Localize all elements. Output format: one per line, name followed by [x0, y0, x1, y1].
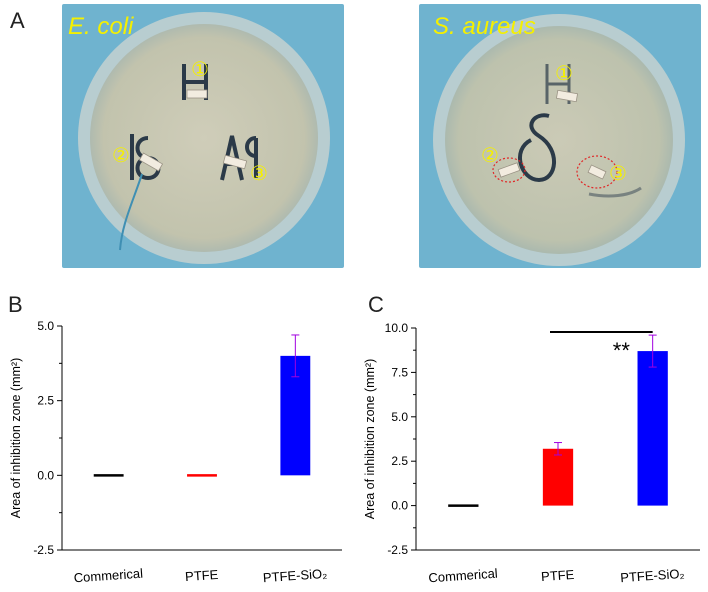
y-tick-label: 5.0: [37, 319, 54, 333]
sample-strip-1: [186, 89, 208, 99]
y-tick-label: 5.0: [391, 410, 408, 424]
panel-label-c: C: [368, 292, 384, 317]
sample-marker-2: ②: [112, 145, 130, 167]
x-tick-label: PTFE-SiO₂: [262, 566, 327, 585]
y-tick-label: -2.5: [387, 543, 408, 557]
significance-label: **: [613, 338, 631, 363]
petri-dish-photo-ecoli: E. coli ① ② ③: [62, 4, 344, 268]
bar-chart-saureus: -2.5 0.0 2.5 5.0 7.5 10.0 Area of inhibition z…: [363, 321, 700, 586]
agar-surface: [445, 26, 673, 254]
sample-marker-1: ①: [191, 59, 209, 81]
panel-label-a: A: [10, 8, 25, 33]
y-axis-label: Area of inhibition zone (mm²): [9, 358, 23, 518]
agar-surface: [90, 24, 318, 252]
bar-2: [187, 474, 217, 477]
marker-streak: [119, 173, 143, 251]
y-tick-label: 0.0: [37, 468, 54, 482]
x-tick-label: Commerical: [73, 566, 143, 586]
inhibition-zone-3: [576, 155, 618, 189]
y-tick-label: 2.5: [37, 394, 54, 408]
marker-writing: [518, 113, 556, 183]
bar-1: [448, 504, 479, 507]
petri-dish-photo-saureus: S. aureus ① ② ③: [419, 4, 701, 268]
bar-1: [93, 474, 124, 477]
bar-3: [637, 351, 668, 506]
x-tick-label: PTFE: [185, 567, 220, 584]
sample-strip-3: [222, 154, 248, 170]
y-tick-label: 10.0: [385, 321, 409, 335]
y-tick-label: -2.5: [33, 543, 54, 557]
sample-marker-3: ③: [609, 163, 627, 185]
species-label: S. aureus: [433, 13, 536, 40]
sample-marker-1: ①: [555, 63, 573, 85]
panel-label-b: B: [8, 292, 23, 317]
species-label: E. coli: [68, 13, 134, 40]
y-tick-label: 2.5: [391, 454, 408, 468]
sample-strip-1: [555, 89, 579, 103]
sample-strip-2: [138, 152, 164, 172]
sample-marker-2: ②: [481, 145, 499, 167]
y-tick-label: 0.0: [391, 499, 408, 513]
x-tick-label: PTFE-SiO₂: [620, 566, 685, 585]
y-tick-label: 7.5: [391, 365, 408, 379]
sample-strip-3: [587, 164, 607, 180]
inhibition-zone-2: [492, 157, 526, 183]
sample-strip-2: [497, 162, 521, 178]
sample-marker-3: ③: [250, 163, 268, 185]
y-axis-label: Area of inhibition zone (mm²): [363, 359, 377, 519]
marker-writing: [588, 186, 642, 198]
x-tick-label: PTFE: [541, 567, 576, 584]
bar-2: [542, 448, 574, 506]
x-tick-label: Commerical: [428, 566, 498, 586]
bar-chart-ecoli: -2.5 0.0 2.5 5.0 Area of inhibition zone (mm…: [9, 319, 342, 586]
